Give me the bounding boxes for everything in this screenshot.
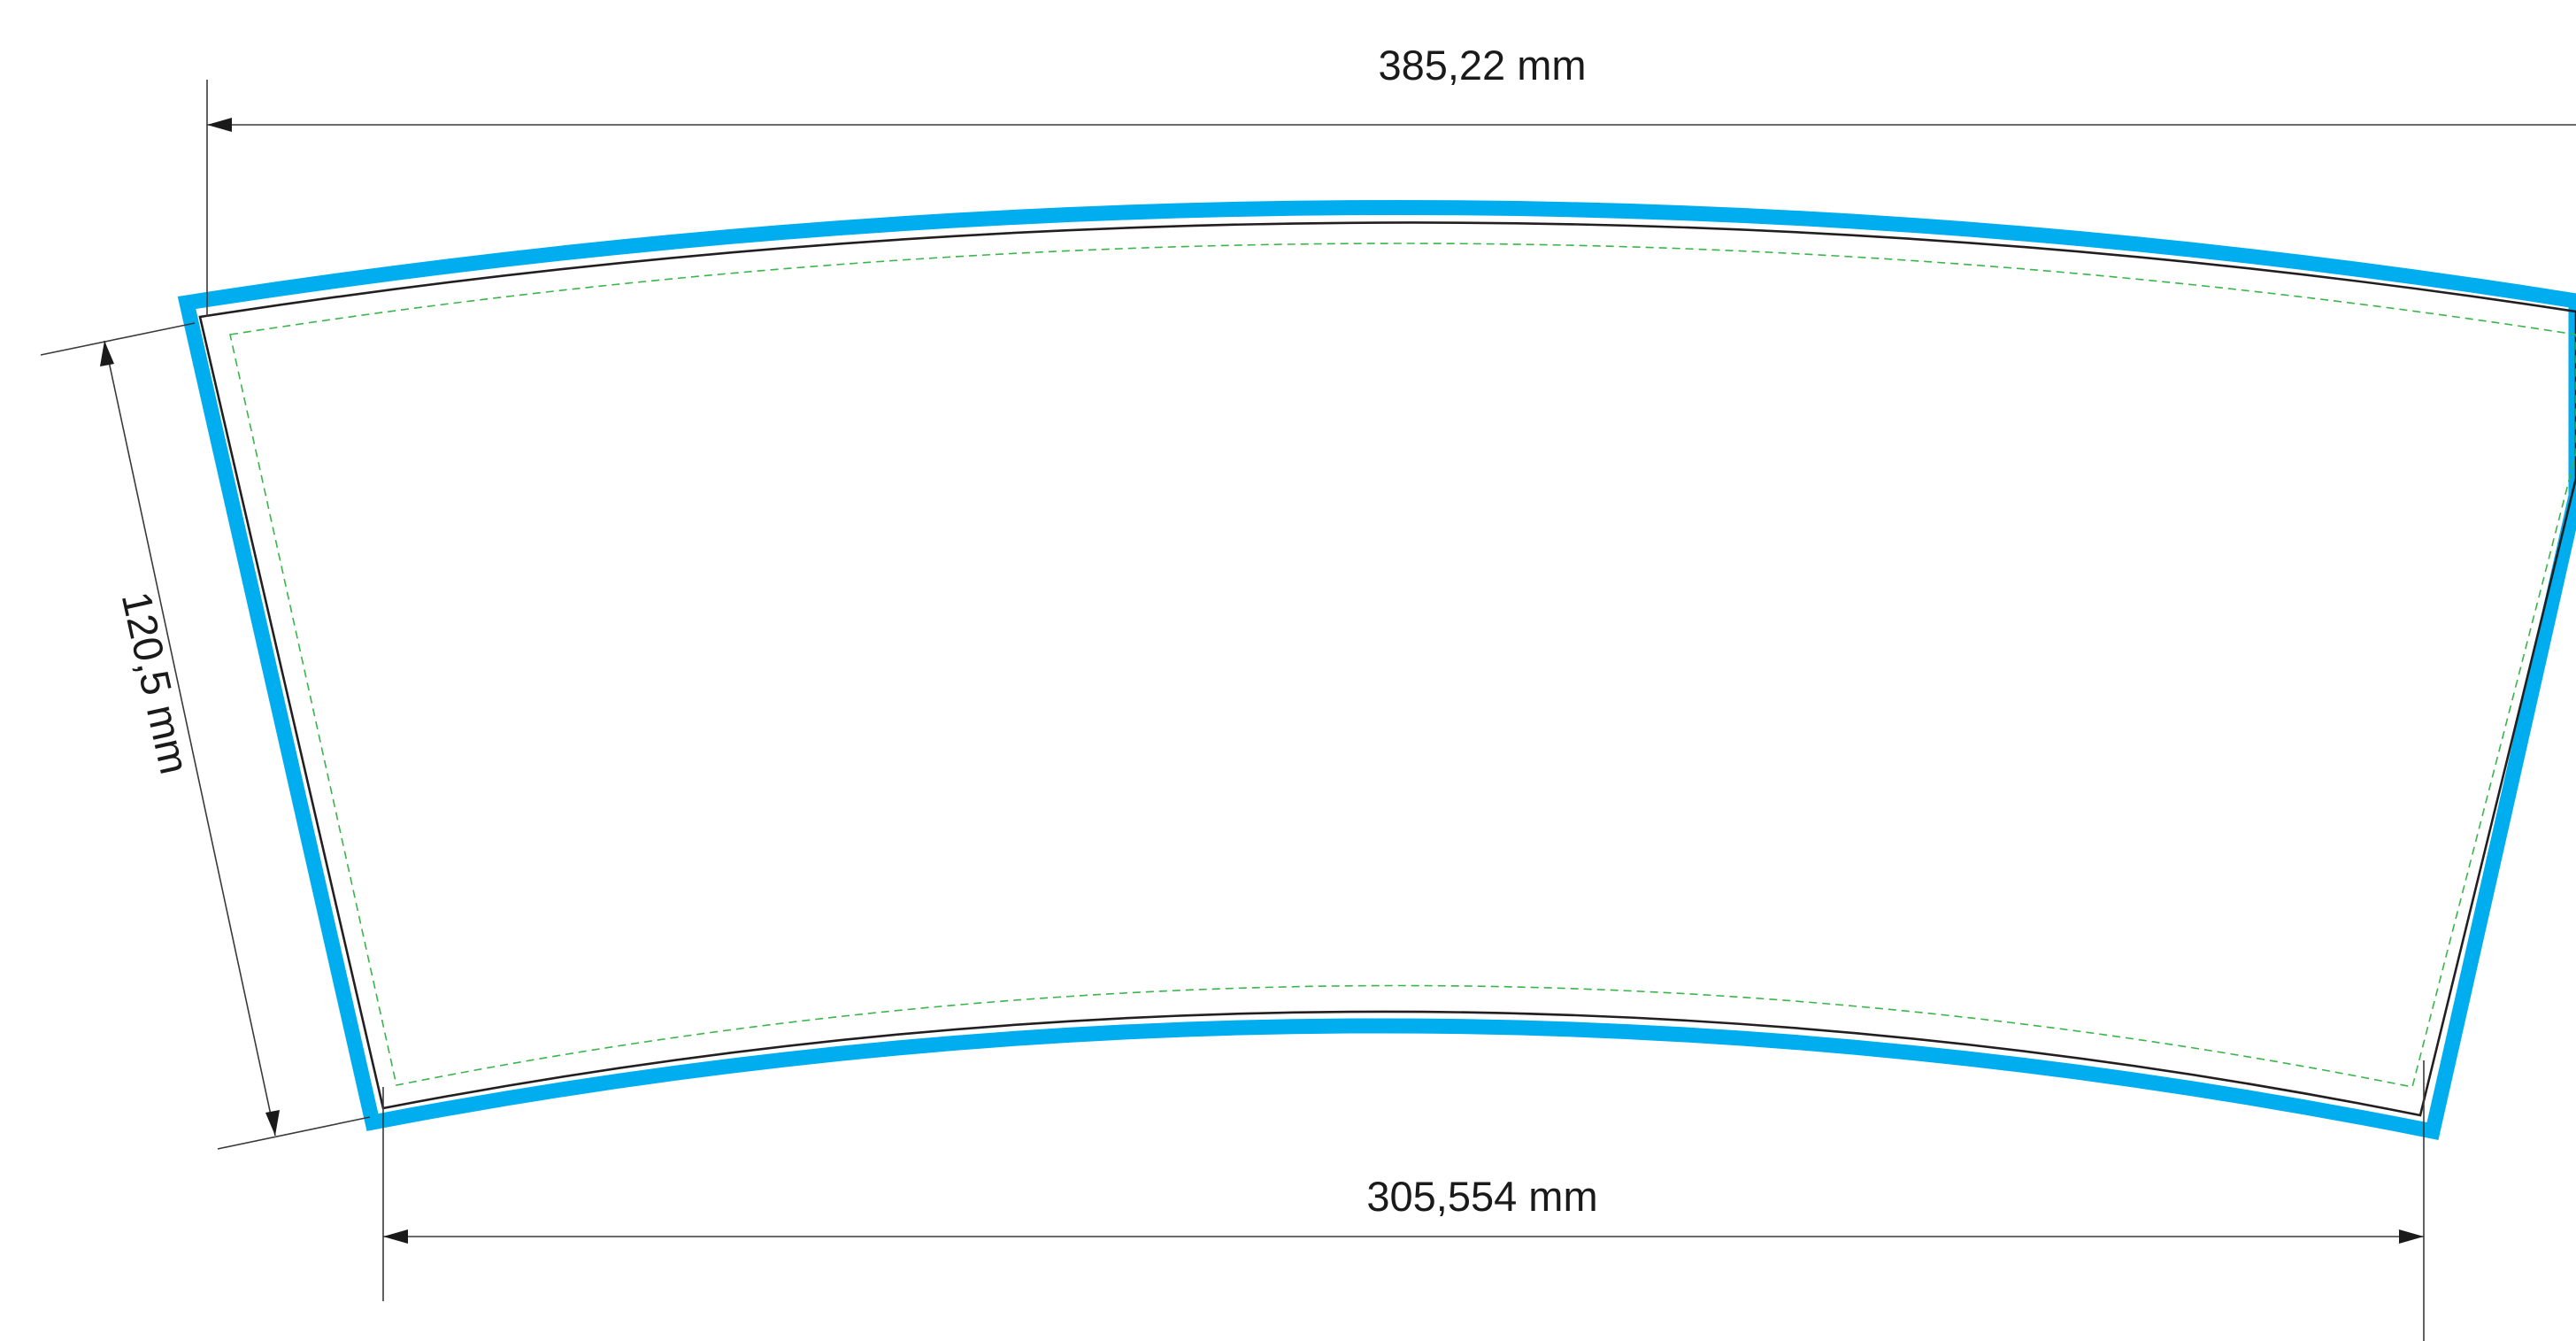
side-extension-bottom [217,1116,371,1150]
top-arrow-left [207,118,232,132]
top-width-label: 385,22 mm [1378,42,1586,89]
cut-line-outline [198,221,2576,1117]
side-arrow-top [100,341,114,366]
side-arrow-bottom [265,1110,280,1136]
bottom-width-label: 305,554 mm [1366,1173,1597,1220]
top-width-dimension: 385,22 mm [206,42,2576,317]
side-dimension-line [104,340,276,1137]
bottom-width-dimension: 305,554 mm [382,1060,2425,1341]
outer-bleed-border [177,200,2576,1140]
safe-area-dashed-line [229,243,2576,1088]
side-extension-top [40,322,196,356]
bottom-arrow-left [383,1229,408,1244]
bottom-arrow-right [2399,1229,2424,1244]
side-height-dimension: 120,5 mm [40,322,371,1150]
side-height-label: 120,5 mm [113,588,199,779]
